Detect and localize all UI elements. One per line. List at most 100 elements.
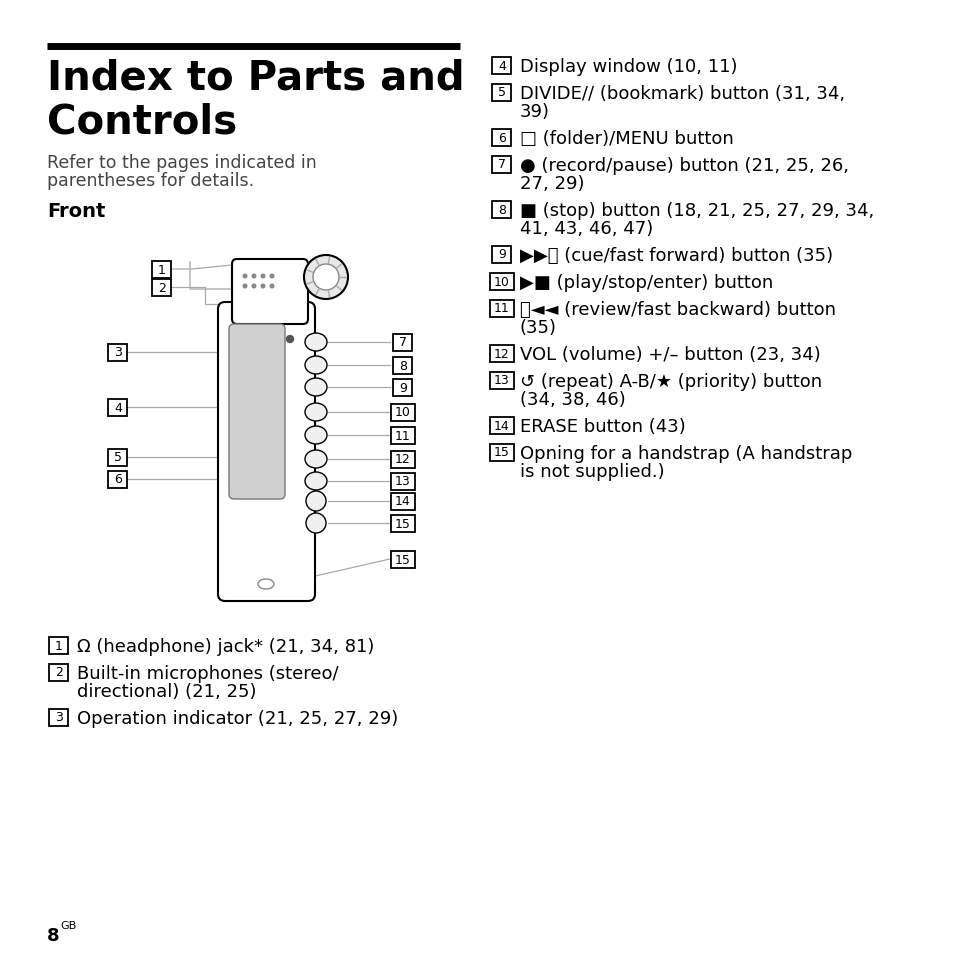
Bar (391, 404, 415, 421)
Text: ↺ (repeat) A-B/★ (priority) button: ↺ (repeat) A-B/★ (priority) button (519, 373, 821, 391)
Text: 12: 12 (395, 453, 411, 466)
Text: (35): (35) (519, 318, 557, 336)
Text: 2: 2 (55, 666, 63, 679)
Bar (50, 709, 69, 726)
Text: 8: 8 (497, 203, 505, 216)
Ellipse shape (257, 579, 274, 589)
Text: ● (record/pause) button (21, 25, 26,: ● (record/pause) button (21, 25, 26, (519, 157, 848, 174)
Text: 14: 14 (395, 495, 411, 508)
Bar (492, 246, 511, 263)
Circle shape (243, 285, 247, 289)
Circle shape (252, 285, 255, 289)
Text: VOL (volume) +/– button (23, 34): VOL (volume) +/– button (23, 34) (519, 346, 820, 364)
Text: 13: 13 (494, 375, 509, 387)
Text: parentheses for details.: parentheses for details. (47, 172, 253, 190)
Text: 15: 15 (395, 517, 411, 530)
Text: 39): 39) (519, 103, 550, 121)
Text: 14: 14 (494, 419, 509, 432)
Ellipse shape (305, 403, 327, 421)
FancyBboxPatch shape (232, 260, 308, 325)
Ellipse shape (305, 378, 327, 396)
Bar (492, 201, 511, 218)
Text: 4: 4 (114, 401, 122, 414)
Bar (492, 130, 511, 147)
Text: ⏮◄◄ (review/fast backward) button: ⏮◄◄ (review/fast backward) button (519, 301, 835, 318)
Text: 9: 9 (497, 248, 505, 261)
Bar (109, 399, 128, 416)
Text: ▶▶⏭ (cue/fast forward) button (35): ▶▶⏭ (cue/fast forward) button (35) (519, 247, 832, 265)
Text: 5: 5 (113, 451, 122, 464)
Ellipse shape (305, 356, 327, 375)
Bar (393, 357, 412, 375)
Text: 15: 15 (395, 553, 411, 566)
Bar (490, 444, 514, 461)
Circle shape (306, 514, 326, 534)
Text: 13: 13 (395, 475, 411, 488)
Text: GB: GB (60, 920, 76, 930)
Text: 10: 10 (395, 406, 411, 419)
Bar (490, 345, 514, 362)
Text: 3: 3 (55, 711, 63, 723)
Circle shape (243, 274, 247, 278)
Text: 7: 7 (497, 158, 505, 172)
Ellipse shape (305, 427, 327, 444)
Ellipse shape (305, 451, 327, 469)
Text: 15: 15 (494, 446, 510, 459)
Text: 9: 9 (398, 381, 407, 395)
Text: Built-in microphones (stereo/: Built-in microphones (stereo/ (77, 664, 338, 682)
Text: directional) (21, 25): directional) (21, 25) (77, 682, 256, 700)
Circle shape (304, 255, 348, 299)
Text: 4: 4 (497, 59, 505, 72)
Circle shape (286, 336, 294, 343)
Bar (490, 300, 514, 317)
Bar (152, 279, 172, 296)
Text: □ (folder)/MENU button: □ (folder)/MENU button (519, 130, 733, 148)
Text: 27, 29): 27, 29) (519, 174, 584, 193)
Bar (492, 156, 511, 173)
Bar (391, 451, 415, 468)
Text: Refer to the pages indicated in: Refer to the pages indicated in (47, 153, 316, 172)
Text: Index to Parts and: Index to Parts and (47, 58, 464, 98)
Bar (393, 379, 412, 396)
Circle shape (261, 285, 265, 289)
Bar (391, 551, 415, 568)
Bar (109, 471, 128, 488)
Text: Display window (10, 11): Display window (10, 11) (519, 58, 737, 76)
Text: DIVIDE/∕ (bookmark) button (31, 34,: DIVIDE/∕ (bookmark) button (31, 34, (519, 85, 844, 103)
Text: 10: 10 (494, 275, 510, 288)
Ellipse shape (305, 473, 327, 491)
Text: Front: Front (47, 202, 105, 221)
Text: 1: 1 (55, 639, 63, 652)
Bar (109, 344, 128, 361)
FancyBboxPatch shape (229, 325, 285, 499)
Circle shape (313, 265, 338, 291)
Text: Operation indicator (21, 25, 27, 29): Operation indicator (21, 25, 27, 29) (77, 709, 397, 727)
Text: 41, 43, 46, 47): 41, 43, 46, 47) (519, 220, 653, 237)
Bar (492, 57, 511, 74)
Text: Ω (headphone) jack* (21, 34, 81): Ω (headphone) jack* (21, 34, 81) (77, 638, 374, 656)
Text: is not supplied.): is not supplied.) (519, 462, 664, 480)
Bar (490, 372, 514, 389)
Text: 12: 12 (494, 347, 509, 360)
Bar (109, 449, 128, 466)
Bar (391, 515, 415, 532)
Text: ERASE button (43): ERASE button (43) (519, 417, 685, 436)
Text: 11: 11 (494, 302, 509, 315)
Text: 1: 1 (158, 263, 166, 276)
FancyBboxPatch shape (218, 303, 314, 601)
Ellipse shape (305, 334, 327, 352)
Bar (152, 261, 172, 278)
Bar (391, 427, 415, 444)
Circle shape (270, 274, 274, 278)
Circle shape (261, 274, 265, 278)
Text: ■ (stop) button (18, 21, 25, 27, 29, 34,: ■ (stop) button (18, 21, 25, 27, 29, 34, (519, 202, 873, 220)
Bar (490, 417, 514, 434)
Bar (391, 473, 415, 490)
Text: 5: 5 (497, 87, 505, 99)
Text: 11: 11 (395, 429, 411, 442)
Text: 2: 2 (158, 281, 166, 294)
Bar (490, 274, 514, 291)
Circle shape (270, 285, 274, 289)
Bar (393, 335, 412, 351)
Text: Opning for a handstrap (A handstrap: Opning for a handstrap (A handstrap (519, 444, 851, 462)
